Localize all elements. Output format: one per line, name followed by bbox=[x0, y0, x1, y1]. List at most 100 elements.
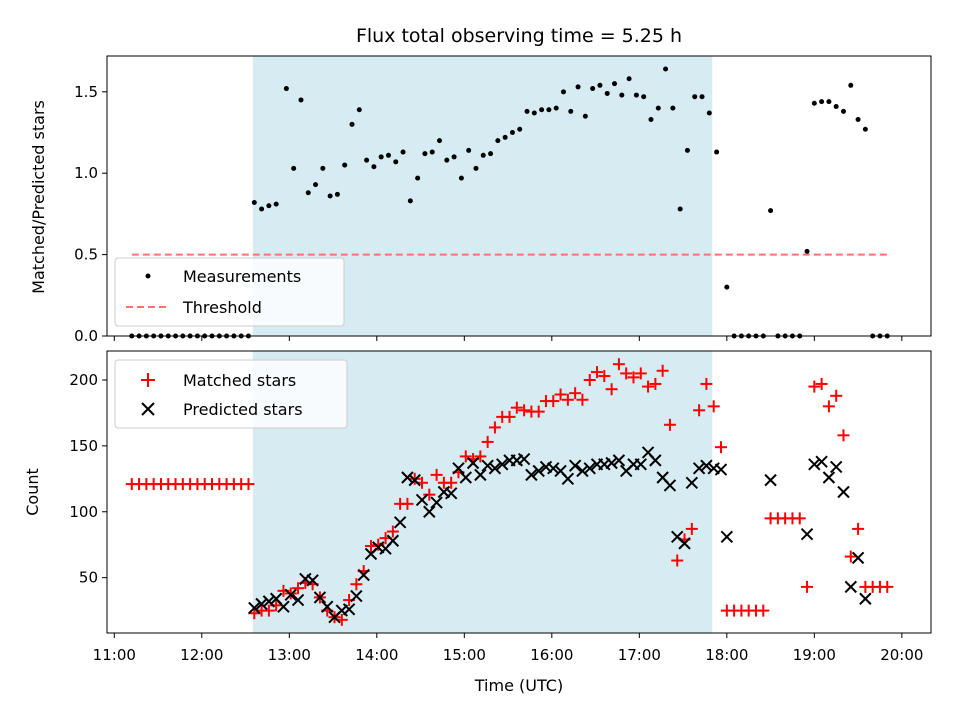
top-y-tick-label: 1.0 bbox=[74, 164, 98, 182]
predicted-star-point bbox=[306, 574, 319, 587]
top-x-ticks bbox=[113, 336, 903, 341]
measurement-point bbox=[560, 89, 566, 95]
measurement-point bbox=[553, 105, 559, 111]
bottom-x-tick-label: 12:00 bbox=[180, 646, 223, 664]
matched-star-point bbox=[663, 418, 676, 431]
predicted-star-point bbox=[466, 456, 480, 470]
bottom-x-tick-label: 20:00 bbox=[880, 646, 923, 664]
matched-star-point bbox=[503, 410, 516, 423]
matched-star-point bbox=[642, 380, 655, 393]
predicted-star-point bbox=[547, 462, 560, 475]
bottom-x-axis: 11:00 12:00 13:00 14:00 15:00 16:00 17:00 18:00… bbox=[93, 633, 923, 664]
matched-star-point bbox=[707, 400, 720, 413]
bottom-y-tick-label: 50 bbox=[79, 569, 98, 587]
measurement-point bbox=[378, 154, 384, 160]
matched-star-point bbox=[547, 395, 560, 408]
measurement-point bbox=[531, 110, 537, 116]
predicted-star-point bbox=[408, 473, 421, 487]
measurement-point bbox=[582, 113, 588, 119]
top-y-tick-label: 0.0 bbox=[74, 327, 98, 345]
legend-matched-label: Matched stars bbox=[183, 371, 296, 390]
top-legend-box bbox=[114, 257, 345, 327]
matched-star-point bbox=[554, 388, 567, 401]
bottom-x-tick-label: 17:00 bbox=[618, 646, 661, 664]
bottom-y-axis-label: Count bbox=[23, 468, 42, 516]
matched-star-point bbox=[634, 367, 647, 380]
measurement-point bbox=[473, 165, 479, 171]
matched-star-point bbox=[815, 377, 828, 390]
matched-star-point bbox=[583, 373, 596, 386]
measurement-points bbox=[129, 66, 890, 339]
bottom-x-tick-label: 18:00 bbox=[705, 646, 748, 664]
matched-star-point bbox=[576, 393, 589, 406]
predicted-star-point bbox=[321, 600, 334, 613]
measurement-point bbox=[251, 200, 257, 206]
measurement-point bbox=[575, 84, 581, 90]
bottom-x-tick-label: 13:00 bbox=[268, 646, 311, 664]
measurement-point bbox=[342, 162, 348, 168]
measurement-point bbox=[684, 147, 690, 153]
bottom-legend: Matched stars Predicted stars bbox=[114, 359, 348, 429]
measurement-point bbox=[259, 206, 265, 212]
predicted-star-point bbox=[357, 568, 370, 582]
predicted-star-point bbox=[401, 471, 414, 484]
measurement-point bbox=[862, 126, 868, 132]
measurement-point bbox=[626, 76, 632, 82]
measurement-point bbox=[524, 108, 530, 114]
matched-star-point bbox=[459, 450, 472, 463]
predicted-star-point bbox=[496, 458, 509, 471]
measurement-point bbox=[546, 107, 552, 113]
measurement-point bbox=[458, 175, 464, 181]
measurement-point bbox=[480, 152, 486, 158]
matched-star-point bbox=[656, 364, 669, 377]
measurement-point bbox=[604, 90, 610, 96]
measurement-point bbox=[437, 138, 443, 144]
predicted-star-point bbox=[350, 589, 363, 603]
measurement-point bbox=[714, 149, 720, 155]
measurement-point bbox=[356, 107, 362, 113]
measurement-point bbox=[444, 157, 450, 163]
measurement-point bbox=[400, 149, 406, 155]
matched-star-point bbox=[671, 554, 684, 567]
predicted-star-point bbox=[423, 505, 436, 518]
matched-star-point bbox=[510, 401, 523, 414]
matched-star-point bbox=[350, 578, 363, 591]
predicted-star-point bbox=[284, 588, 297, 601]
measurement-point bbox=[840, 108, 846, 114]
predicted-star-point bbox=[262, 595, 276, 608]
bottom-y-tick-label: 150 bbox=[69, 437, 98, 455]
predicted-star-point bbox=[663, 479, 677, 492]
predicted-star-point bbox=[517, 452, 531, 466]
measurement-point bbox=[597, 82, 603, 88]
predicted-star-point bbox=[459, 471, 472, 484]
measurement-point bbox=[855, 116, 861, 122]
measurement-point bbox=[768, 208, 774, 214]
measurement-point bbox=[298, 97, 304, 103]
legend-predicted-marker bbox=[141, 402, 155, 416]
measurement-point bbox=[415, 175, 421, 181]
predicted-star-point bbox=[430, 496, 443, 509]
predicted-star-point bbox=[844, 580, 857, 594]
chart-title: Flux total observing time = 5.25 h bbox=[356, 25, 682, 47]
predicted-stars-points bbox=[248, 446, 872, 624]
matched-star-point bbox=[292, 582, 305, 595]
matched-star-point bbox=[598, 370, 611, 383]
matched-star-point bbox=[801, 580, 814, 593]
top-y-tick-label: 1.5 bbox=[74, 83, 98, 101]
matched-star-point bbox=[242, 478, 255, 491]
legend-measurements-label: Measurements bbox=[183, 267, 301, 286]
x-axis-label: Time (UTC) bbox=[474, 676, 563, 695]
predicted-star-point bbox=[444, 487, 458, 500]
predicted-star-point bbox=[815, 455, 828, 468]
measurement-point bbox=[670, 105, 676, 111]
measurement-point bbox=[699, 94, 705, 100]
measurement-point bbox=[724, 284, 730, 290]
bottom-axes-frame bbox=[106, 350, 932, 634]
measurement-point bbox=[804, 248, 810, 254]
predicted-star-point bbox=[851, 551, 865, 565]
measurement-point bbox=[364, 157, 370, 163]
predicted-star-point bbox=[386, 534, 400, 547]
measurement-point bbox=[291, 165, 297, 171]
measurement-point bbox=[619, 92, 625, 98]
matched-star-point bbox=[627, 371, 640, 384]
